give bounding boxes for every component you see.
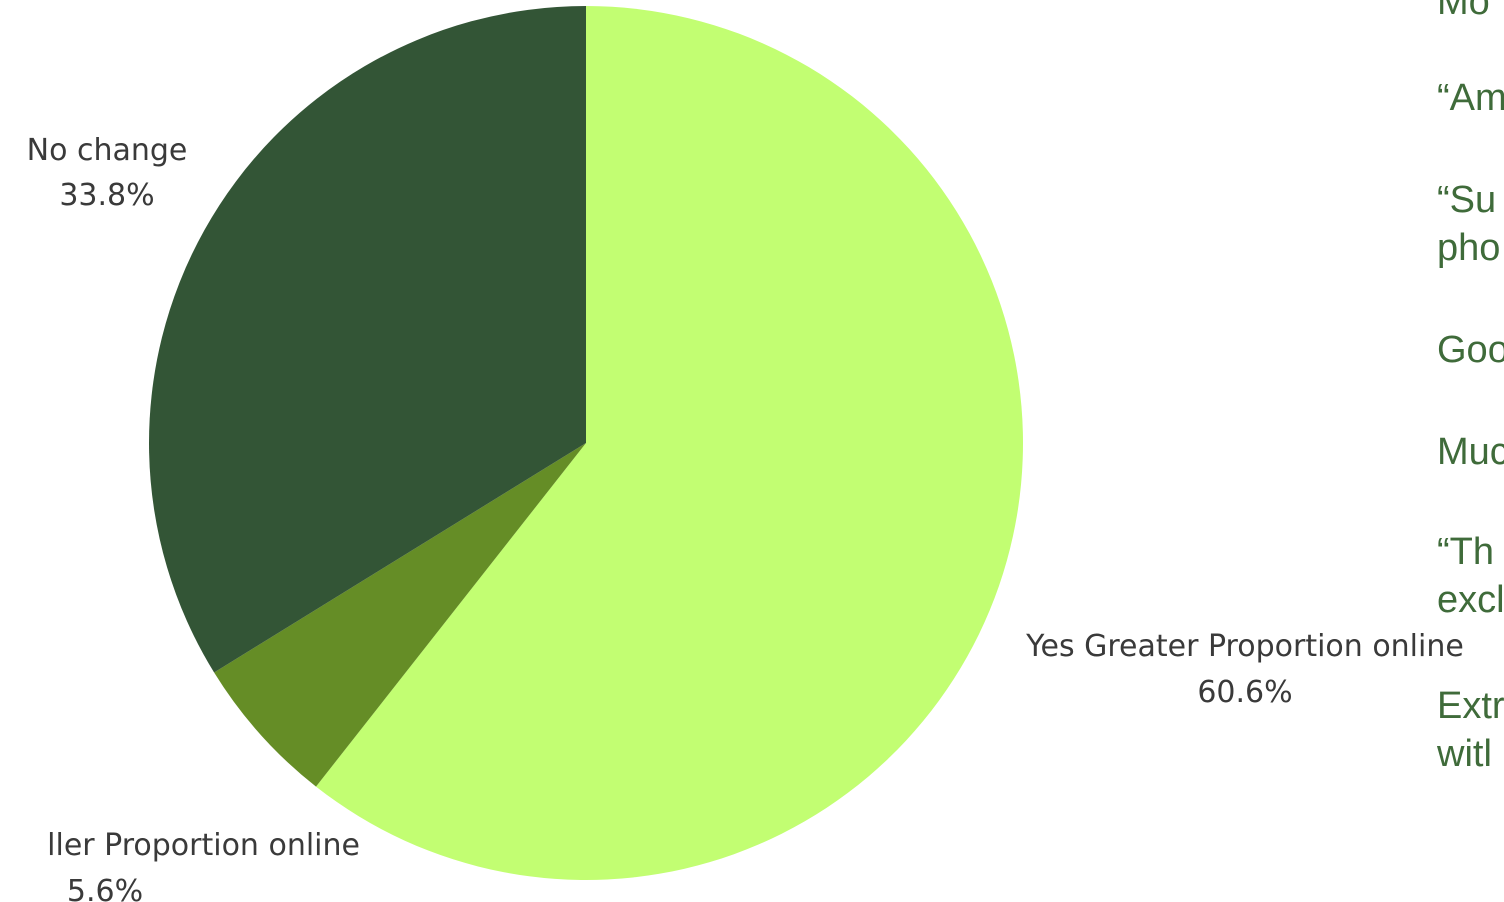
side-text-line-6: Muc: [1437, 431, 1504, 473]
side-text-line-2: “Am: [1437, 77, 1504, 119]
pie-slice-no-change: [149, 5, 586, 673]
side-text-line-4: pho: [1437, 227, 1501, 269]
side-text-line-7: “Th: [1437, 531, 1494, 573]
slice-label-yes-greater: Yes Greater Proportion online: [1025, 629, 1464, 664]
side-text-line-3: “Su: [1437, 179, 1497, 221]
side-text-line-9: Extr: [1437, 685, 1504, 727]
side-text-line-10: witl: [1437, 733, 1492, 775]
side-text-line-5: Goo: [1437, 329, 1504, 371]
pie-labels: Yes Greater Proportion online 60.6% ller…: [27, 133, 1464, 902]
slice-value-smaller: 5.6%: [67, 874, 143, 902]
pie-slice-yes-greater-proportion-online: [316, 6, 1024, 880]
slice-label-smaller: ller Proportion online: [47, 828, 360, 863]
side-text-line-8: excl: [1437, 579, 1504, 621]
slice-label-no-change: No change: [27, 133, 188, 168]
slice-value-yes-greater: 60.6%: [1197, 675, 1292, 710]
slice-value-no-change: 33.8%: [59, 178, 154, 213]
pie-slices: [149, 5, 1024, 880]
pie-slice-ller-proportion-online: [214, 443, 586, 787]
side-text-line-1: Mo: [1437, 0, 1490, 23]
